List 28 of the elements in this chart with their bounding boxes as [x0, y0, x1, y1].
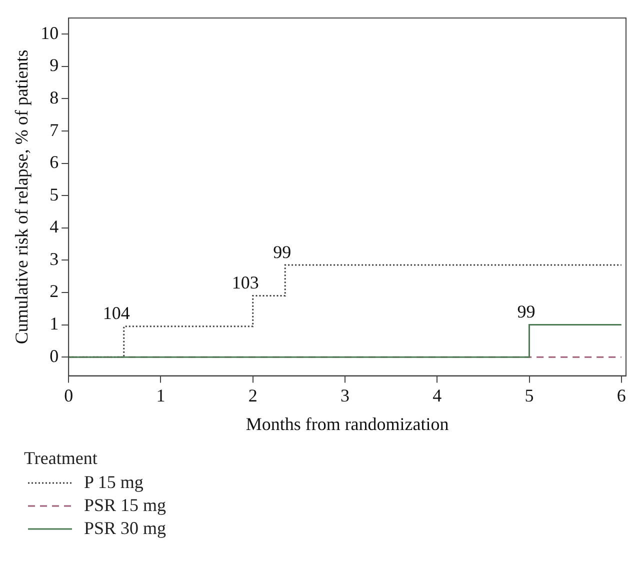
annotation: 103 [232, 272, 259, 292]
legend-label: PSR 30 mg [84, 518, 166, 539]
x-tick-label: 2 [248, 385, 258, 406]
y-tick-label: 1 [50, 314, 59, 334]
y-tick-label: 6 [50, 152, 59, 172]
legend-title: Treatment [24, 448, 98, 469]
y-tick-label: 10 [40, 22, 59, 43]
y-tick-label: 7 [50, 120, 59, 140]
x-tick-label: 5 [524, 385, 534, 406]
y-tick-label: 5 [50, 184, 59, 204]
annotation: 104 [102, 303, 130, 324]
x-tick-label: 1 [156, 385, 166, 406]
x-tick-label: 4 [432, 385, 442, 406]
y-tick-label: 8 [50, 87, 59, 108]
y-tick-label: 4 [50, 216, 59, 237]
y-tick-label: 0 [50, 346, 59, 366]
y-tick-label: 2 [50, 281, 59, 302]
annotation: 99 [273, 242, 292, 262]
legend-label: PSR 15 mg [84, 495, 166, 516]
legend-label: P 15 mg [84, 472, 144, 493]
y-tick-label: 3 [50, 248, 59, 269]
x-tick-label: 3 [340, 385, 350, 406]
x-axis-title: Months from randomization [246, 414, 449, 434]
annotation: 99 [517, 302, 536, 322]
y-axis-title: Cumulative risk of relapse, % of patients [12, 50, 32, 344]
y-tick-label: 9 [50, 55, 59, 76]
x-tick-label: 6 [616, 385, 626, 406]
x-tick-label: 0 [64, 385, 74, 406]
